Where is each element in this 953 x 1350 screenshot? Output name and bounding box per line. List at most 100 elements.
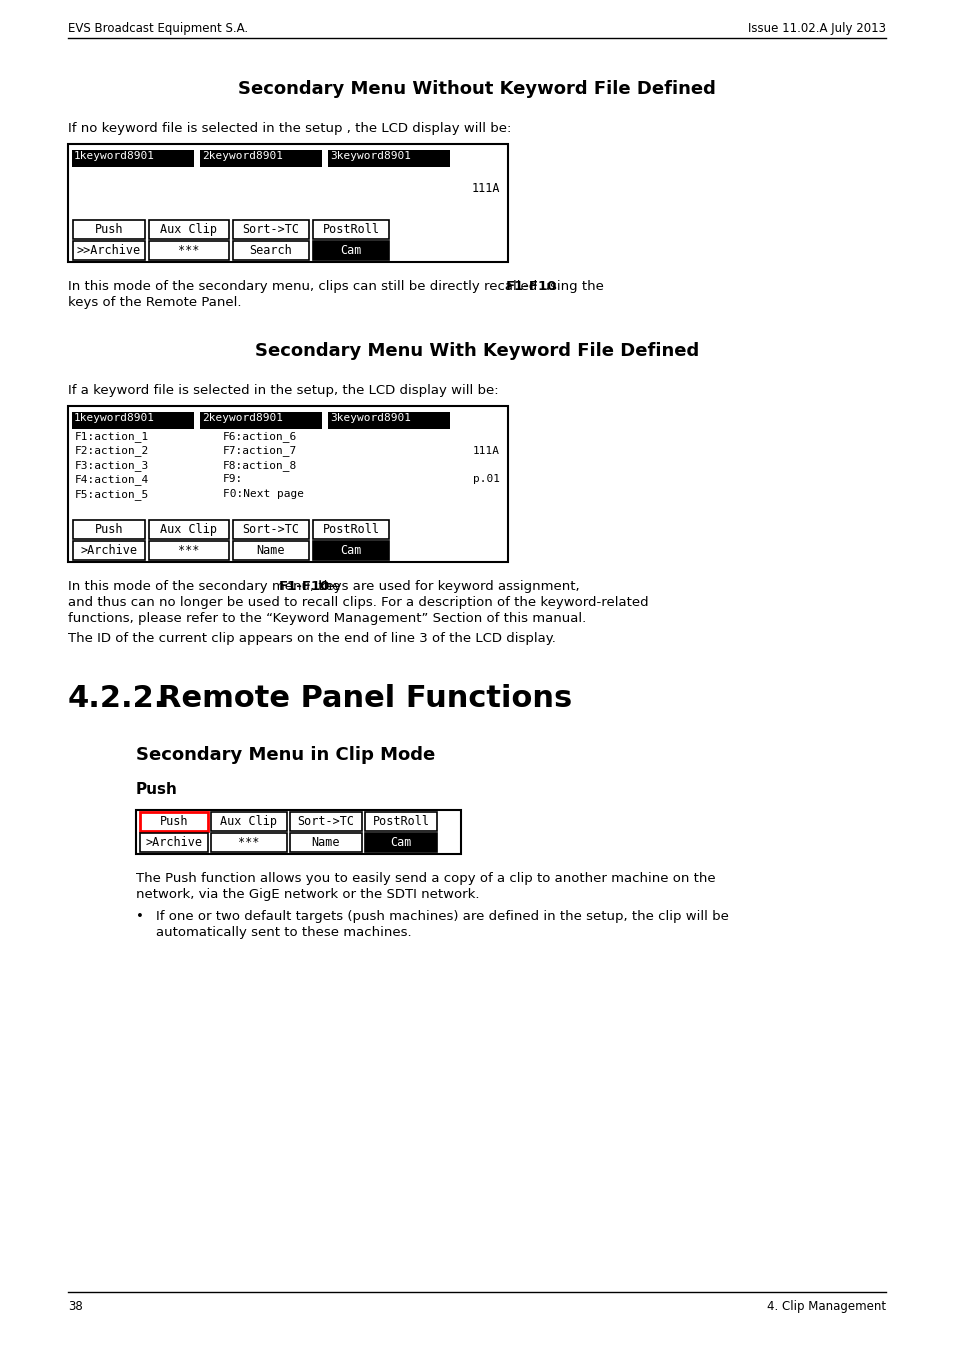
Text: Name: Name <box>312 836 340 849</box>
Text: keys of the Remote Panel.: keys of the Remote Panel. <box>68 296 241 309</box>
Bar <box>211 833 287 852</box>
Text: Cam: Cam <box>390 836 412 849</box>
Bar <box>313 242 389 261</box>
Bar <box>73 220 145 239</box>
Bar <box>290 811 361 832</box>
Bar <box>71 412 193 429</box>
Text: 3keyword8901: 3keyword8901 <box>330 151 411 161</box>
Text: 38: 38 <box>68 1300 83 1314</box>
Text: ***: *** <box>178 544 199 558</box>
Text: Aux Clip: Aux Clip <box>220 815 277 828</box>
Text: >Archive: >Archive <box>80 544 137 558</box>
Bar <box>149 541 229 560</box>
Text: If a keyword file is selected in the setup, the LCD display will be:: If a keyword file is selected in the set… <box>68 383 498 397</box>
Bar <box>140 811 208 832</box>
Text: •: • <box>136 910 144 923</box>
Text: 2keyword8901: 2keyword8901 <box>202 413 283 423</box>
Text: F1-F10: F1-F10 <box>506 279 558 293</box>
Bar <box>136 810 460 855</box>
Text: Push: Push <box>136 782 177 796</box>
Text: Aux Clip: Aux Clip <box>160 223 217 236</box>
Text: 4.2.2.: 4.2.2. <box>68 684 166 713</box>
Bar <box>233 541 309 560</box>
Text: ***: *** <box>178 244 199 256</box>
Text: 111A: 111A <box>473 446 499 455</box>
Text: Secondary Menu Without Keyword File Defined: Secondary Menu Without Keyword File Defi… <box>238 80 715 99</box>
Text: Sort->TC: Sort->TC <box>297 815 355 828</box>
Text: F8:action_8: F8:action_8 <box>223 460 297 471</box>
Text: Cam: Cam <box>340 544 361 558</box>
Text: Remote Panel Functions: Remote Panel Functions <box>158 684 572 713</box>
Bar <box>149 520 229 539</box>
Text: >>Archive: >>Archive <box>77 244 141 256</box>
Text: p.01: p.01 <box>473 474 499 485</box>
Bar <box>313 541 389 560</box>
Text: 1keyword8901: 1keyword8901 <box>74 413 154 423</box>
Bar <box>149 220 229 239</box>
Text: PostRoll: PostRoll <box>322 223 379 236</box>
Text: F0:Next page: F0:Next page <box>223 489 304 500</box>
Bar <box>68 144 507 262</box>
Bar <box>73 541 145 560</box>
Bar <box>71 150 193 167</box>
Text: keys are used for keyword assignment,: keys are used for keyword assignment, <box>314 580 579 593</box>
Text: network, via the GigE network or the SDTI network.: network, via the GigE network or the SDT… <box>136 888 479 900</box>
Bar <box>68 406 507 562</box>
Text: Sort->TC: Sort->TC <box>242 223 299 236</box>
Bar <box>149 242 229 261</box>
Text: F6:action_6: F6:action_6 <box>223 431 297 441</box>
Text: 2keyword8901: 2keyword8901 <box>202 151 283 161</box>
Text: Cam: Cam <box>340 244 361 256</box>
Bar <box>328 150 450 167</box>
Bar <box>365 833 436 852</box>
Text: Name: Name <box>256 544 285 558</box>
Text: EVS Broadcast Equipment S.A.: EVS Broadcast Equipment S.A. <box>68 22 248 35</box>
Text: Sort->TC: Sort->TC <box>242 522 299 536</box>
Text: PostRoll: PostRoll <box>372 815 429 828</box>
Text: F5:action_5: F5:action_5 <box>75 489 149 500</box>
Text: If no keyword file is selected in the setup , the LCD display will be:: If no keyword file is selected in the se… <box>68 122 511 135</box>
Text: >Archive: >Archive <box>146 836 202 849</box>
Text: Secondary Menu With Keyword File Defined: Secondary Menu With Keyword File Defined <box>254 342 699 360</box>
Bar <box>140 833 208 852</box>
Bar <box>328 412 450 429</box>
Text: F1:action_1: F1:action_1 <box>75 431 149 441</box>
Text: The ID of the current clip appears on the end of line 3 of the LCD display.: The ID of the current clip appears on th… <box>68 632 556 645</box>
Text: PostRoll: PostRoll <box>322 522 379 536</box>
Text: automatically sent to these machines.: automatically sent to these machines. <box>156 926 411 940</box>
Text: 3keyword8901: 3keyword8901 <box>330 413 411 423</box>
Text: and thus can no longer be used to recall clips. For a description of the keyword: and thus can no longer be used to recall… <box>68 595 648 609</box>
Text: In this mode of the secondary menu, the: In this mode of the secondary menu, the <box>68 580 344 593</box>
Bar <box>290 833 361 852</box>
Text: Search: Search <box>250 244 292 256</box>
Bar <box>200 412 322 429</box>
Text: The Push function allows you to easily send a copy of a clip to another machine : The Push function allows you to easily s… <box>136 872 715 886</box>
Bar <box>313 220 389 239</box>
Text: F7:action_7: F7:action_7 <box>223 446 297 456</box>
Text: Push: Push <box>94 522 123 536</box>
Text: Issue 11.02.A July 2013: Issue 11.02.A July 2013 <box>747 22 885 35</box>
Text: F1-F10: F1-F10 <box>279 580 331 593</box>
Bar <box>73 242 145 261</box>
Text: Push: Push <box>94 223 123 236</box>
Text: F3:action_3: F3:action_3 <box>75 460 149 471</box>
Text: functions, please refer to the “Keyword Management” Section of this manual.: functions, please refer to the “Keyword … <box>68 612 586 625</box>
Bar <box>313 520 389 539</box>
Text: ***: *** <box>238 836 259 849</box>
Text: Push: Push <box>159 815 188 828</box>
Text: In this mode of the secondary menu, clips can still be directly recalled using t: In this mode of the secondary menu, clip… <box>68 279 607 293</box>
Bar <box>233 520 309 539</box>
Text: 111A: 111A <box>471 182 499 194</box>
Text: If one or two default targets (push machines) are defined in the setup, the clip: If one or two default targets (push mach… <box>156 910 728 923</box>
Text: Secondary Menu in Clip Mode: Secondary Menu in Clip Mode <box>136 747 435 764</box>
Text: F9:: F9: <box>223 474 243 485</box>
Text: 4. Clip Management: 4. Clip Management <box>766 1300 885 1314</box>
Bar <box>73 520 145 539</box>
Text: F2:action_2: F2:action_2 <box>75 446 149 456</box>
Bar <box>233 220 309 239</box>
Bar <box>365 811 436 832</box>
Text: Aux Clip: Aux Clip <box>160 522 217 536</box>
Bar <box>211 811 287 832</box>
Bar <box>233 242 309 261</box>
Bar <box>200 150 322 167</box>
